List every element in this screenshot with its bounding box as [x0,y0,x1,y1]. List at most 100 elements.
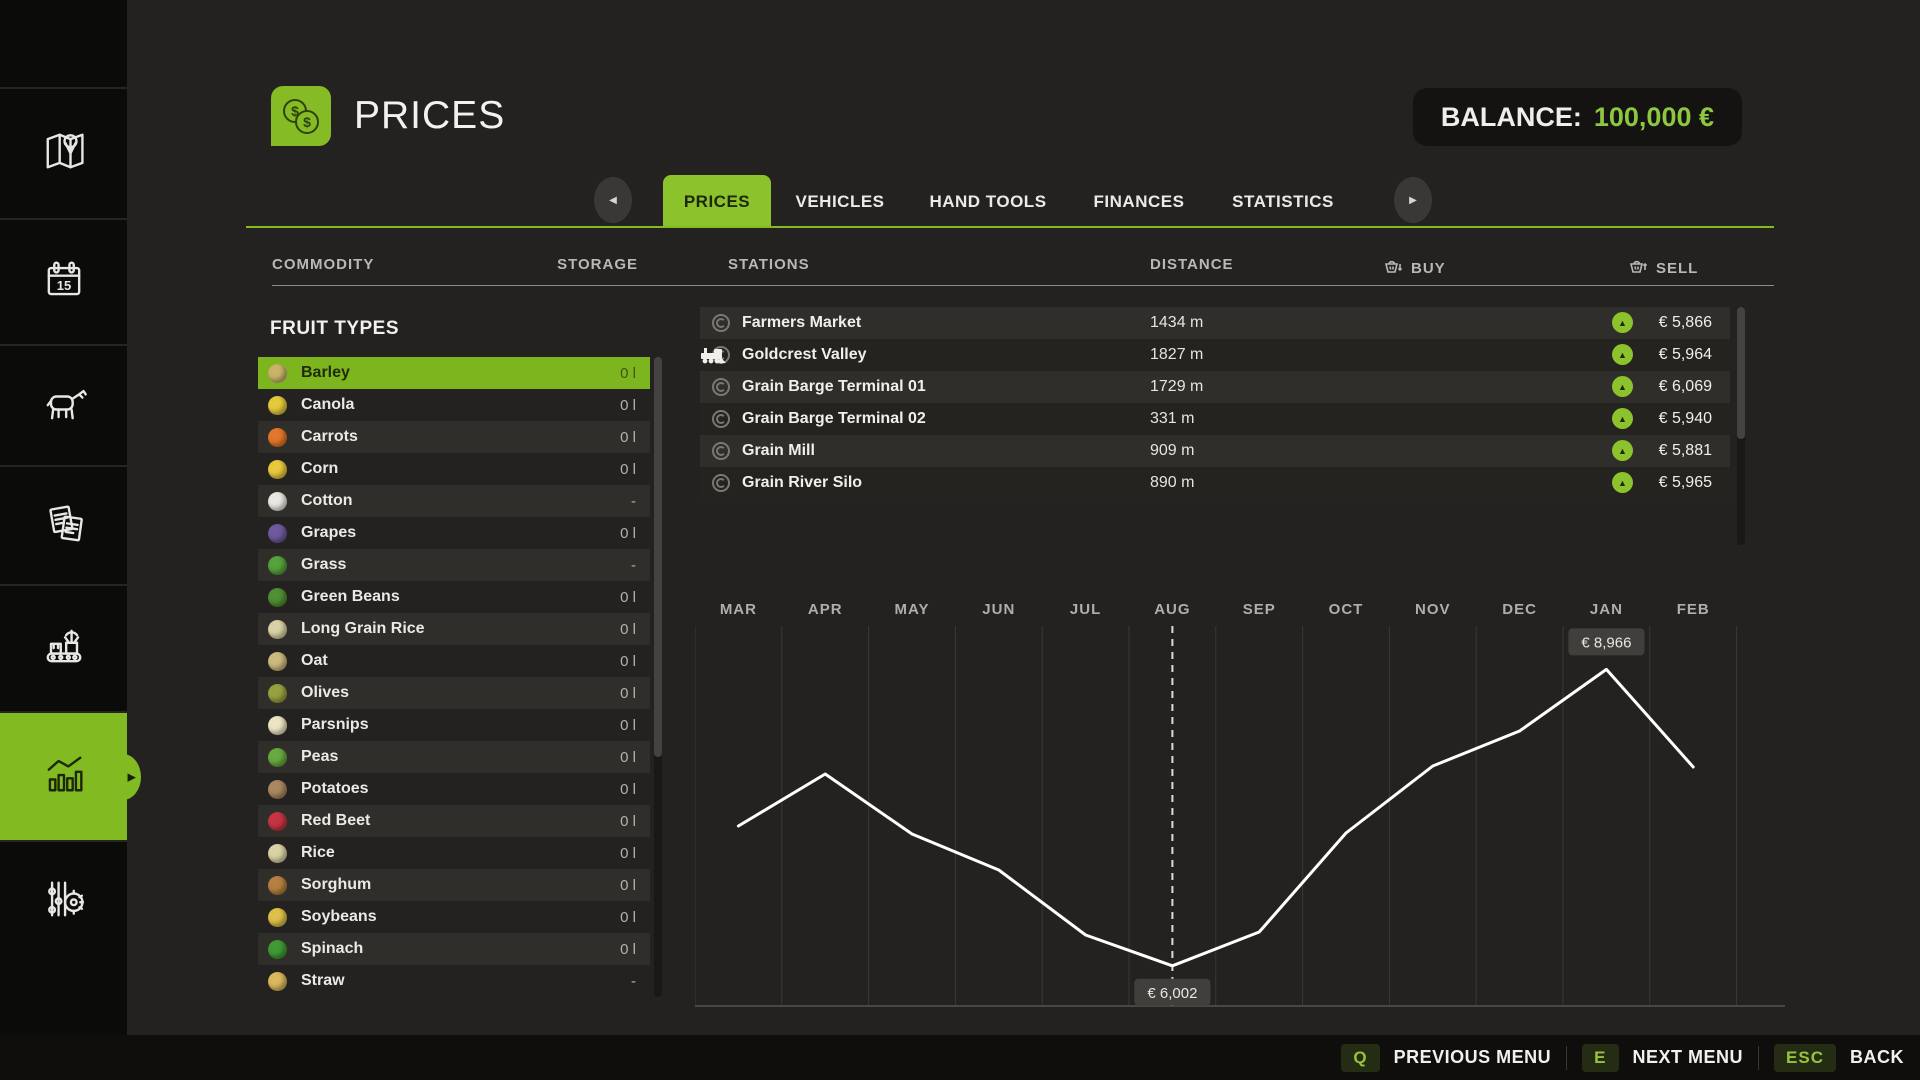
crop-icon [268,971,287,991]
tab-hand-tools[interactable]: HAND TOOLS [929,192,1047,211]
fruit-storage-value: 0 l [620,716,636,734]
station-row[interactable]: Grain Mill 909 m ▲ € 5,881 [700,435,1730,467]
hint-next-menu-label: NEXT MENU [1632,1047,1744,1067]
fruit-storage-value: - [631,972,636,990]
footer-bar: Q PREVIOUS MENU E NEXT MENU ESC BACK [0,1035,1920,1080]
fruit-row[interactable]: Soybeans 0 l [258,901,650,933]
fruit-list-scrollbar-thumb[interactable] [654,357,662,757]
fruit-row[interactable]: Barley 0 l [258,357,650,389]
fruit-name: Olives [301,684,350,701]
fruit-row[interactable]: Cotton - [258,485,650,517]
station-name: Farmers Market [742,314,862,331]
crop-icon [268,747,287,767]
fruit-storage-value: - [631,492,636,510]
hint-previous-menu-label: PREVIOUS MENU [1393,1047,1552,1067]
fruit-list: Barley 0 l Canola 0 l Carrots 0 l Corn 0… [258,357,650,997]
basket-up-icon [1628,256,1648,280]
fruit-row[interactable]: Corn 0 l [258,453,650,485]
fruit-row[interactable]: Red Beet 0 l [258,805,650,837]
chart-month-label: SEP [1243,601,1276,618]
fruit-storage-value: 0 l [620,908,636,926]
fruit-storage-value: 0 l [620,460,636,478]
fruit-row[interactable]: Rice 0 l [258,837,650,869]
hint-back[interactable]: ESC BACK [1774,1043,1904,1072]
price-history-chart: MAR APR MAY JUN JUL AUG SEP OCT NOV DEC JAN FEB € 8… [694,598,1790,1015]
fruit-row[interactable]: Grapes 0 l [258,517,650,549]
sidebar-item-statistics[interactable]: ▶ [0,711,141,840]
fruit-row[interactable]: Carrots 0 l [258,421,650,453]
fruit-row[interactable]: Spinach 0 l [258,933,650,965]
key-e[interactable]: E [1582,1043,1619,1072]
fruit-name: Cotton [301,492,353,509]
header-divider [272,285,1774,286]
crop-icon [268,555,287,575]
chart-month-label: DEC [1502,601,1537,618]
fruit-name: Canola [301,396,355,413]
station-row[interactable]: Grain Barge Terminal 02 331 m ▲ € 5,940 [700,403,1730,435]
crop-icon [268,459,287,479]
fruit-name: Straw [301,972,345,989]
fruit-list-scrollbar [654,357,662,997]
fruit-name: Soybeans [301,908,377,925]
column-commodity: COMMODITY [272,256,375,273]
tabs-next-button[interactable]: ▶ [1394,177,1432,223]
chart-month-label: NOV [1415,601,1451,618]
chart-month-label: OCT [1329,601,1364,618]
fruit-row[interactable]: Olives 0 l [258,677,650,709]
active-item-bump [105,753,141,800]
balance-label: BALANCE: [1440,101,1582,132]
station-row[interactable]: Grain River Silo 890 m ▲ € 5,965 [700,467,1730,499]
fruit-row[interactable]: Oat 0 l [258,645,650,677]
sidebar-item-animals[interactable] [0,344,127,465]
sidebar-item-settings[interactable] [0,840,127,960]
tab-statistics[interactable]: STATISTICS [1232,192,1334,211]
column-storage: STORAGE [557,256,638,273]
chart-month-label: MAR [720,601,757,618]
column-buy: BUY [1383,256,1446,280]
chart-current-price-label: € 6,002 [1134,978,1211,1006]
fruit-storage-value: 0 l [620,876,636,894]
price-trend-up-icon: ▲ [1612,376,1633,397]
column-buy-label: BUY [1411,259,1446,277]
tab-vehicles[interactable]: VEHICLES [795,192,885,211]
fruit-row[interactable]: Parsnips 0 l [258,709,650,741]
tab-prices[interactable]: PRICES [663,175,771,228]
fruit-row[interactable]: Sorghum 0 l [258,869,650,901]
station-row[interactable]: Goldcrest Valley 1827 m ▲ € 5,964 [700,339,1730,371]
station-list-scrollbar [1737,307,1745,545]
price-history-chart-svg: MAR APR MAY JUN JUL AUG SEP OCT NOV DEC JAN FEB € 8… [694,601,1785,1007]
chart-month-label: MAY [895,601,930,618]
price-trend-up-icon: ▲ [1612,440,1633,461]
station-row[interactable]: Farmers Market 1434 m ▲ € 5,866 [700,307,1730,339]
key-q[interactable]: Q [1341,1043,1380,1072]
sell-point-icon [712,474,730,492]
hint-previous-menu[interactable]: Q PREVIOUS MENU [1341,1043,1552,1072]
station-row[interactable]: Grain Barge Terminal 01 1729 m ▲ € 6,069 [700,371,1730,403]
fruit-row[interactable]: Grass - [258,549,650,581]
chart-peak-price-label: € 8,966 [1568,628,1645,656]
tabs-previous-button[interactable]: ◀ [594,177,632,223]
sidebar-item-calendar[interactable]: 15 [0,218,127,344]
crop-icon [268,843,287,863]
fruit-row[interactable]: Peas 0 l [258,741,650,773]
fruit-name: Sorghum [301,876,372,893]
fruit-row[interactable]: Long Grain Rice 0 l [258,613,650,645]
key-esc[interactable]: ESC [1774,1043,1836,1072]
fruit-storage-value: 0 l [620,940,636,958]
fruit-row[interactable]: Canola 0 l [258,389,650,421]
column-stations: STATIONS [728,256,810,273]
footer-divider [1758,1045,1760,1070]
station-distance: 890 m [1150,474,1195,491]
tab-finances[interactable]: FINANCES [1093,192,1185,211]
fruit-row[interactable]: Green Beans 0 l [258,581,650,613]
hint-next-menu[interactable]: E NEXT MENU [1582,1043,1744,1072]
fruit-row[interactable]: Potatoes 0 l [258,773,650,805]
crop-icon [268,683,287,703]
sidebar-item-production[interactable] [0,584,127,711]
fruit-row[interactable]: Straw - [258,965,650,997]
fruit-name: Grapes [301,524,357,541]
station-list-scrollbar-thumb[interactable] [1737,307,1745,439]
fruit-name: Spinach [301,940,364,957]
sidebar-item-contracts[interactable] [0,465,127,584]
sidebar-item-map[interactable] [0,87,127,218]
